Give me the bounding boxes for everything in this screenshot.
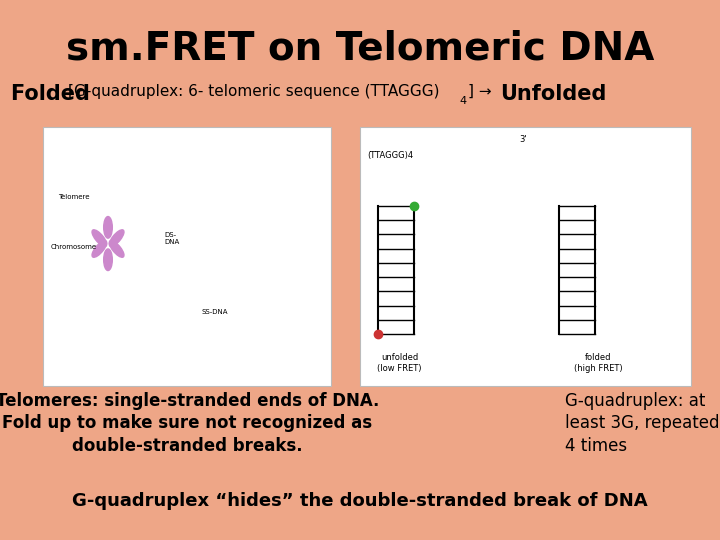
Ellipse shape	[109, 241, 124, 257]
Text: sm.FRET on Telomeric DNA: sm.FRET on Telomeric DNA	[66, 30, 654, 68]
Ellipse shape	[104, 217, 112, 238]
Text: folded
(high FRET): folded (high FRET)	[574, 353, 623, 373]
Text: DS-
DNA: DS- DNA	[164, 232, 179, 245]
Text: 3': 3'	[519, 136, 526, 145]
Text: ] →: ] →	[468, 84, 497, 99]
Text: Telomere: Telomere	[58, 194, 89, 200]
Text: Unfolded: Unfolded	[500, 84, 607, 104]
Ellipse shape	[104, 249, 112, 271]
Ellipse shape	[109, 230, 124, 246]
Bar	[43, 127, 331, 386]
Text: [G-quadruplex: 6- telomeric sequence (TTAGGG): [G-quadruplex: 6- telomeric sequence (TT…	[68, 84, 440, 99]
Text: Chromosome: Chromosome	[50, 244, 96, 249]
Bar	[360, 127, 691, 386]
Ellipse shape	[92, 241, 107, 257]
Ellipse shape	[92, 230, 107, 246]
Text: unfolded
(low FRET): unfolded (low FRET)	[377, 353, 422, 373]
Text: 4: 4	[459, 96, 467, 106]
Text: (TTAGGG)4: (TTAGGG)4	[367, 151, 413, 160]
Text: Telomeres: single-stranded ends of DNA.
Fold up to make sure not recognized as
d: Telomeres: single-stranded ends of DNA. …	[0, 392, 379, 455]
Text: SS-DNA: SS-DNA	[202, 308, 228, 314]
Text: G-quadruplex: at
least 3G, repeated
4 times: G-quadruplex: at least 3G, repeated 4 ti…	[565, 392, 720, 455]
Text: G-quadruplex “hides” the double-stranded break of DNA: G-quadruplex “hides” the double-stranded…	[72, 492, 648, 510]
Text: Folded: Folded	[11, 84, 97, 104]
